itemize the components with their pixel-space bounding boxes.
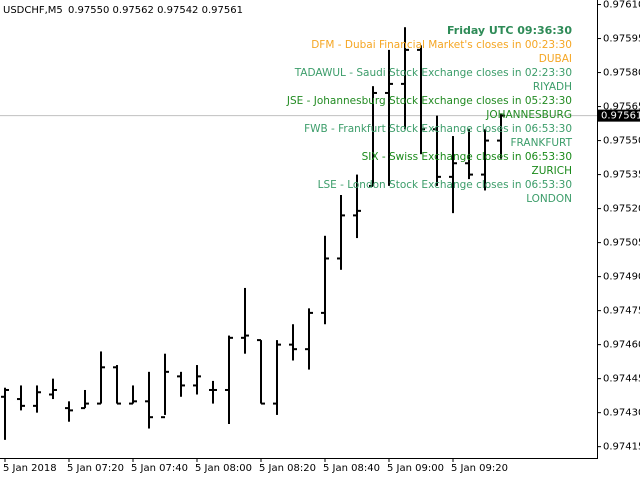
session-note: RIYADH — [533, 81, 572, 93]
x-tick-label: 5 Jan 09:00 — [387, 463, 444, 474]
y-tick-label: 0.97445 — [603, 374, 640, 385]
session-note: DFM - Dubai Financial Market's closes in… — [311, 39, 572, 51]
session-note: DUBAI — [539, 53, 572, 65]
x-tick-label: 5 Jan 09:20 — [451, 463, 508, 474]
session-note: JOHANNESBURG — [485, 109, 572, 121]
x-tick-label: 5 Jan 07:40 — [131, 463, 188, 474]
symbol: USDCHF,M5 — [3, 5, 63, 16]
x-tick-label: 5 Jan 07:20 — [67, 463, 124, 474]
session-note: FRANKFURT — [510, 137, 572, 149]
session-note: FWB - Frankfurt Stock Exchange closes in… — [304, 123, 572, 135]
session-note: Friday UTC 09:36:30 — [447, 24, 572, 37]
quote: 0.97550 0.97562 0.97542 0.97561 — [68, 5, 243, 16]
session-note: SIX - Swiss Exchange closes in 06:53:30 — [362, 151, 572, 163]
x-tick-label: 5 Jan 08:00 — [195, 463, 252, 474]
session-note: LONDON — [526, 193, 572, 205]
last-price-label: 0.97561 — [601, 111, 640, 122]
x-tick-label: 5 Jan 08:40 — [323, 463, 380, 474]
y-tick-label: 0.97595 — [603, 34, 640, 45]
session-note: TADAWUL - Saudi Stock Exchange closes in… — [294, 67, 572, 79]
session-note: ZURICH — [532, 165, 573, 177]
session-note: JSE - Johannesburg Stock Exchange closes… — [286, 95, 572, 107]
last-price-box — [598, 109, 640, 122]
y-tick-label: 0.97505 — [603, 238, 640, 249]
y-tick-label: 0.97475 — [603, 306, 640, 317]
y-tick-label: 0.97565 — [603, 102, 640, 113]
x-tick-label: 5 Jan 2018 — [3, 463, 57, 474]
x-tick-label: 5 Jan 08:20 — [259, 463, 316, 474]
y-tick-label: 0.97550 — [603, 136, 640, 147]
y-tick-label: 0.97535 — [603, 170, 640, 181]
session-note: LSE - London Stock Exchange closes in 06… — [318, 179, 572, 191]
